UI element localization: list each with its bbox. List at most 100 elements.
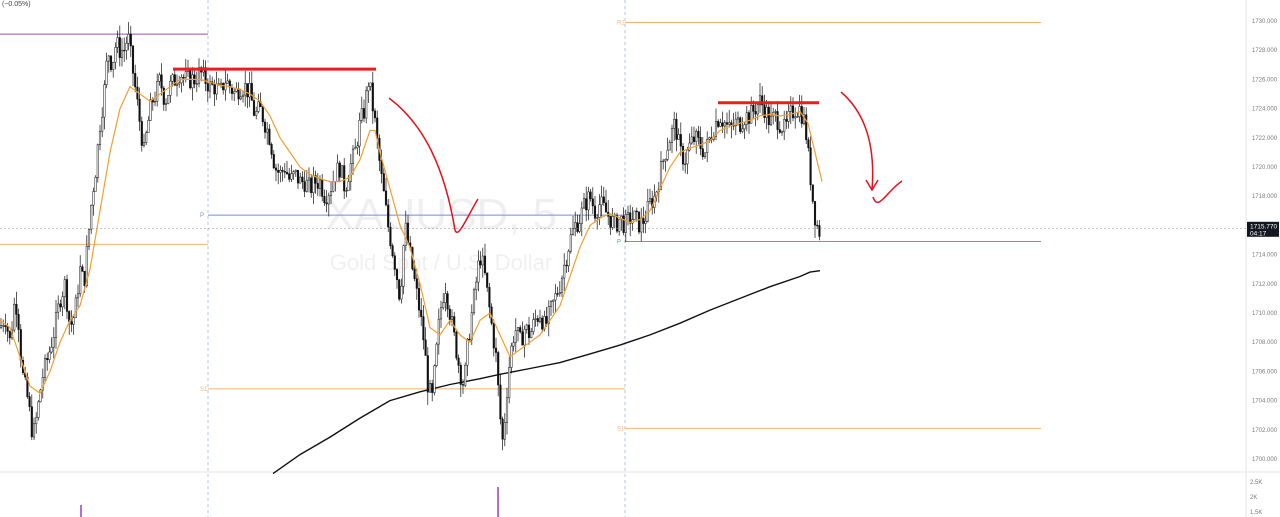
pivot-level-label: S1 [200,387,208,393]
candle-body [736,117,740,120]
candle-body [598,204,601,218]
candle-body [706,139,709,154]
candle-body [721,122,724,127]
candle-body [453,316,456,333]
candle-body [629,212,632,224]
candle-body [809,147,812,186]
candle-body [791,105,795,119]
candle-body [35,417,38,425]
candle-body [475,281,478,291]
candle-body [294,169,297,172]
candle-body [404,222,407,246]
candle-body [541,317,544,330]
candle-body [439,307,443,320]
candle-body [560,277,564,293]
drawn-arrow[interactable] [840,91,903,204]
candle-body [158,74,161,82]
candle-body [279,169,282,173]
candle-body [373,110,377,119]
candle-body [402,245,405,287]
candle-body [274,167,278,171]
candle-body [197,67,201,84]
candle-body [787,111,790,122]
candle-body [118,37,121,58]
candle-body [131,45,135,74]
candle-body [519,327,522,333]
candle-body [204,67,207,84]
candle-body [226,80,229,84]
candle-body [670,128,674,143]
candle-body [514,330,517,343]
candle-body [479,260,482,266]
candle-body [288,173,291,180]
candle-body [184,71,187,78]
candle-body [692,136,696,142]
candle-body [87,228,91,247]
candle-body [79,266,82,295]
candle-body [494,347,498,353]
candle-body [345,190,348,192]
candle-body [120,49,124,58]
candle-body [347,181,350,191]
candle-body [714,121,718,137]
candle-body [593,205,597,219]
candle-body [206,83,209,92]
candle-body [239,96,242,100]
candle-body [472,289,476,314]
candle-body [534,318,537,320]
candle-body [160,74,163,89]
candle-body [72,317,75,325]
candle-body [134,73,137,88]
candle-body [455,331,458,359]
candle-body [435,343,438,367]
candle-body [563,264,566,279]
candle-body [602,196,605,203]
candle-body [442,302,445,309]
candle-body [431,383,434,393]
candle-body [582,198,586,209]
candle-body [686,149,689,165]
candle-body [244,83,247,96]
watermark-symbol: XAUUSD, 5 [325,190,557,239]
candle-body [70,321,73,325]
candle-body [525,324,528,330]
candle-body [785,119,788,122]
candle-body [250,83,253,101]
candle-body [789,105,792,112]
candle-body [153,101,157,103]
candle-body [336,162,339,182]
candle-body [668,142,671,151]
candle-body [290,173,293,180]
candle-body [807,139,810,149]
candle-body [327,195,330,205]
candle-body [470,312,473,340]
bar-countdown: 04:17 [1250,230,1267,237]
candle-body [329,191,333,197]
candle-body [39,389,42,403]
candle-body [596,217,599,219]
current-price-value: 1715.770 [1250,223,1277,230]
volume-tick-label: 1.5K [1250,510,1262,516]
candle-body [303,181,306,192]
candle-body [708,137,711,140]
candle-body [756,104,759,115]
candle-body [13,303,16,331]
candle-body [395,269,399,280]
candle-body [776,111,779,130]
candle-body [369,82,372,87]
candle-body [415,278,418,289]
candle-body [483,255,487,274]
candle-body [54,311,58,338]
drawn-arrow[interactable] [388,97,479,233]
candle-body [63,279,66,297]
candle-body [422,316,425,341]
candle-body [754,111,757,115]
candle-body [763,104,766,118]
candle-body [340,165,344,178]
candle-body [503,422,506,440]
candle-body [356,145,359,149]
candle-body [59,303,62,308]
candle-body [263,121,267,133]
candle-body [248,83,251,98]
